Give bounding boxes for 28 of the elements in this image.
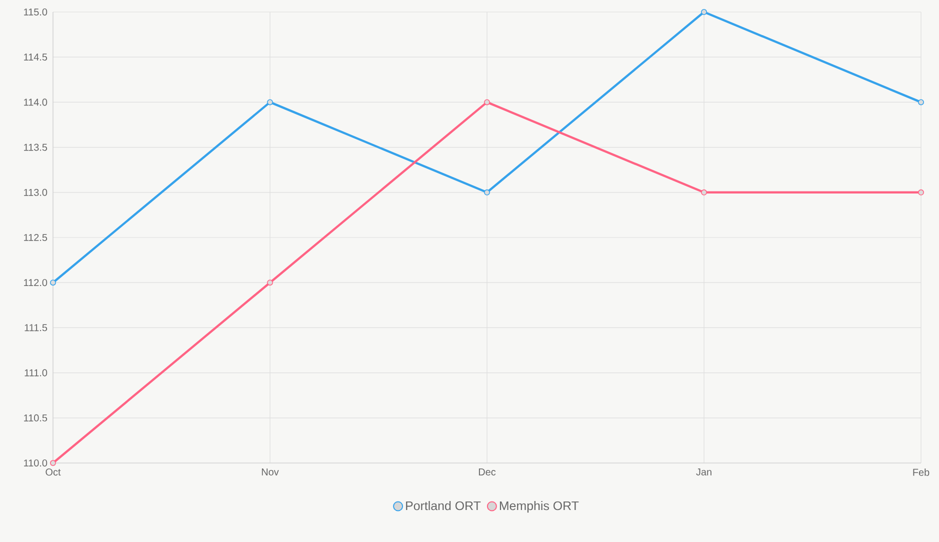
y-tick-label: 114.0 bbox=[24, 98, 48, 106]
y-tick-label: 112.0 bbox=[24, 279, 48, 286]
y-tick-label: 113.5 bbox=[24, 144, 48, 151]
point bbox=[701, 8, 708, 15]
point bbox=[50, 280, 56, 286]
x-tick-label: Feb bbox=[913, 468, 930, 476]
point bbox=[484, 99, 490, 106]
legend-label: Portland ORT bbox=[406, 501, 481, 510]
point bbox=[50, 460, 56, 466]
y-tick-label: 115.0 bbox=[24, 8, 48, 16]
x-tick-label: Oct bbox=[46, 468, 61, 476]
point bbox=[267, 280, 273, 286]
point bbox=[267, 99, 273, 106]
point bbox=[918, 99, 924, 106]
x-tick-label: Nov bbox=[262, 468, 279, 476]
x-tick-label: Dec bbox=[478, 468, 496, 476]
point bbox=[484, 189, 490, 196]
point bbox=[918, 189, 924, 196]
point bbox=[701, 189, 708, 196]
y-tick-label: 111.5 bbox=[24, 324, 48, 332]
y-tick-label: 110.5 bbox=[24, 414, 48, 422]
y-tick-label: 111.0 bbox=[24, 369, 48, 376]
legend-label: Memphis ORT bbox=[500, 501, 579, 513]
y-tick-label: 112.5 bbox=[24, 234, 48, 242]
x-tick-label: Jan bbox=[696, 468, 712, 476]
y-tick-label: 113.0 bbox=[24, 188, 48, 196]
y-tick-label: 110.0 bbox=[24, 459, 48, 467]
y-tick-label: 114.5 bbox=[24, 54, 48, 61]
